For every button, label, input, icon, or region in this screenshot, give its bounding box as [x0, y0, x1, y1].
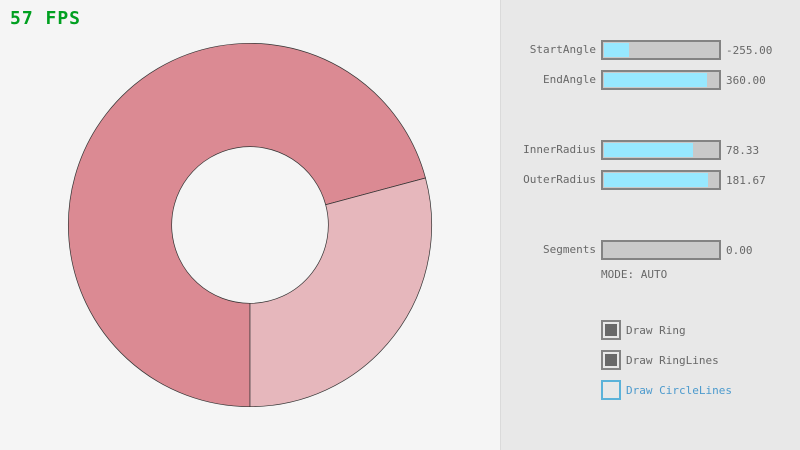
slider-outer-radius[interactable]: OuterRadius 181.67: [501, 170, 800, 190]
slider-start-angle[interactable]: StartAngle -255.00: [501, 40, 800, 60]
checkbox-label: Draw Ring: [626, 324, 686, 337]
slider-end-angle[interactable]: EndAngle 360.00: [501, 70, 800, 90]
slider-track[interactable]: [601, 70, 721, 90]
slider-inner-radius[interactable]: InnerRadius 78.33: [501, 140, 800, 160]
slider-label: EndAngle: [543, 73, 596, 86]
slider-fill: [604, 43, 629, 57]
fps-counter: 57 FPS: [10, 8, 82, 29]
slider-value: 360.00: [726, 74, 766, 87]
slider-fill: [604, 73, 707, 87]
slider-label: InnerRadius: [523, 143, 596, 156]
ring-segment-light: [249, 177, 432, 408]
slider-value: 181.67: [726, 174, 766, 187]
slider-label: Segments: [543, 243, 596, 256]
controls-panel: StartAngle -255.00 EndAngle 360.00 InnerRa…: [500, 0, 800, 450]
checkbox-label: Draw RingLines: [626, 354, 719, 367]
checkbox-box[interactable]: [601, 320, 621, 340]
slider-label: OuterRadius: [523, 173, 596, 186]
slider-fill: [604, 173, 708, 187]
slider-value: -255.00: [726, 44, 773, 57]
slider-label: StartAngle: [529, 43, 596, 56]
slider-value: 78.33: [726, 144, 760, 157]
slider-track[interactable]: [601, 170, 721, 190]
checkbox-box[interactable]: [601, 350, 621, 370]
slider-fill: [604, 143, 694, 157]
slider-track[interactable]: [601, 140, 721, 160]
checkbox-box[interactable]: [601, 380, 621, 400]
slider-segments[interactable]: Segments 0.00: [501, 240, 800, 260]
ring-segment-main: [68, 42, 426, 408]
slider-value: 0.00: [726, 244, 753, 257]
mode-label: MODE: AUTO: [601, 268, 668, 281]
slider-track[interactable]: [601, 40, 721, 60]
checkbox-label: Draw CircleLines: [626, 384, 732, 397]
slider-track[interactable]: [601, 240, 721, 260]
ring-canvas: [68, 42, 432, 408]
